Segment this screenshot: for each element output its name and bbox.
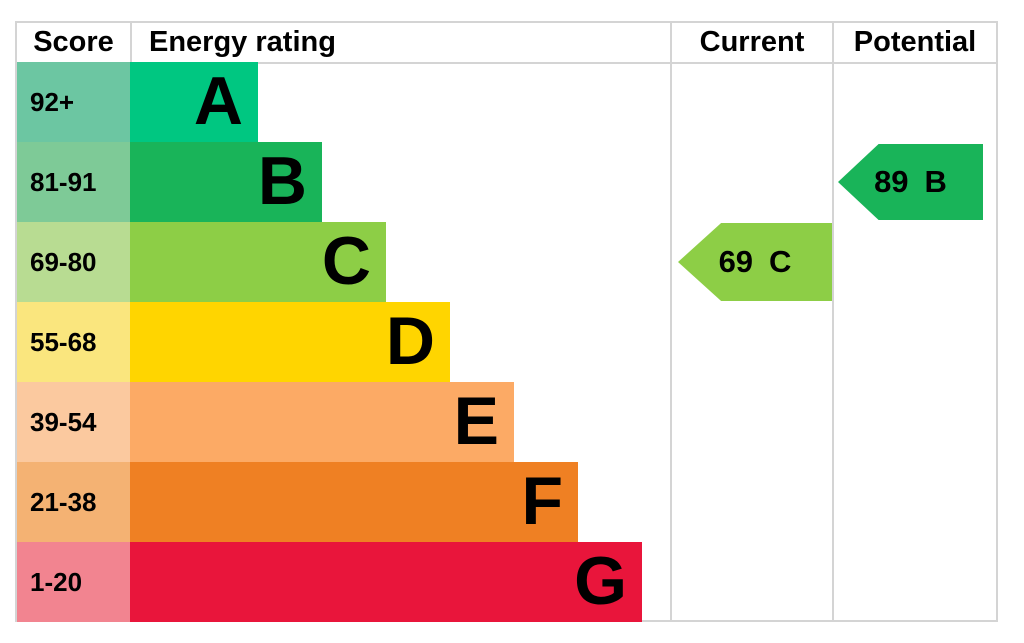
band-row-e: 39-54 E [17,382,996,462]
current-score-value: 69 [718,244,754,279]
band-bar-f: F [130,462,578,542]
band-row-g: 1-20 G [17,542,996,622]
band-row-b: 81-91 B [17,142,996,222]
rating-table: Score Energy rating Current Potential 92… [15,21,998,622]
score-range-label: 69-80 [17,222,130,302]
band-bar-c: C [130,222,386,302]
band-row-f: 21-38 F [17,462,996,542]
potential-score-value: 89 [874,164,909,199]
score-range-label: 21-38 [17,462,130,542]
score-range-label: 55-68 [17,302,130,382]
current-band-letter: C [769,244,792,279]
band-row-a: 92+ A [17,62,996,142]
band-bar-g: G [130,542,642,622]
band-letter: C [321,223,371,299]
band-bar-d: D [130,302,450,382]
band-bar-a: A [130,62,258,142]
band-letter: E [453,383,499,459]
score-range-label: 1-20 [17,542,130,622]
band-letter: G [574,543,627,619]
band-row-d: 55-68 D [17,302,996,382]
band-bar-b: B [130,142,322,222]
current-column-header: Current [699,26,805,58]
score-range-label: 81-91 [17,142,130,222]
band-letter: F [521,463,563,539]
potential-column-header: Potential [853,26,977,58]
current-column-divider [670,23,672,620]
potential-column-divider [832,23,834,620]
potential-band-letter: B [924,164,947,199]
score-column-header: Score [33,26,114,58]
score-header-divider [130,23,132,62]
band-letter: D [385,303,435,379]
band-letter: A [193,63,243,139]
band-bar-e: E [130,382,514,462]
score-range-label: 39-54 [17,382,130,462]
band-letter: B [257,143,307,219]
band-row-c: 69-80 C [17,222,996,302]
header-bottom-border [17,62,996,64]
energy-rating-column-header: Energy rating [149,26,336,58]
score-range-label: 92+ [17,62,130,142]
